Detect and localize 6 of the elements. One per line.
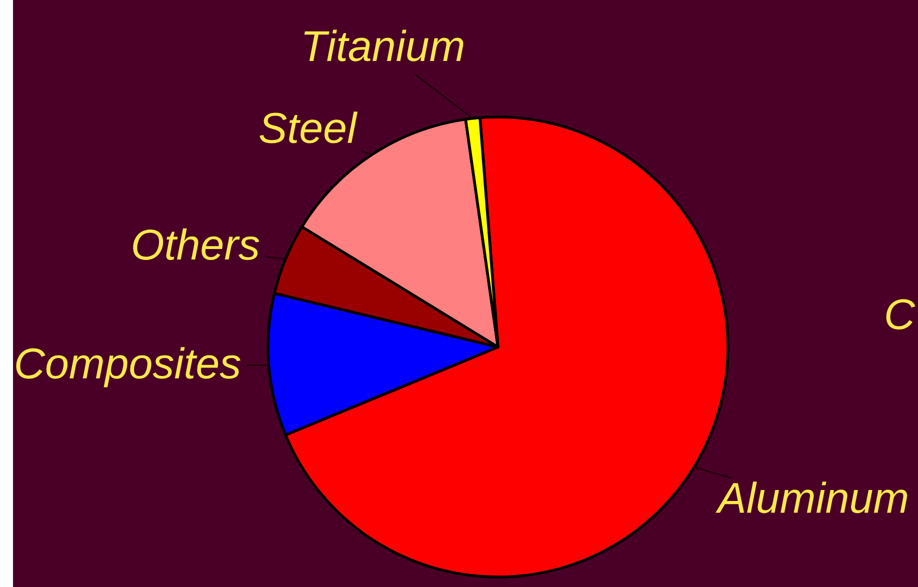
text: C (886, 299, 916, 330)
slice-label: Steel (260, 112, 358, 144)
slice-label: Others (133, 228, 260, 260)
slice-label: Aluminum (716, 482, 908, 514)
slice-label: Composites (16, 347, 240, 388)
slice-label: Titanium (304, 30, 464, 62)
